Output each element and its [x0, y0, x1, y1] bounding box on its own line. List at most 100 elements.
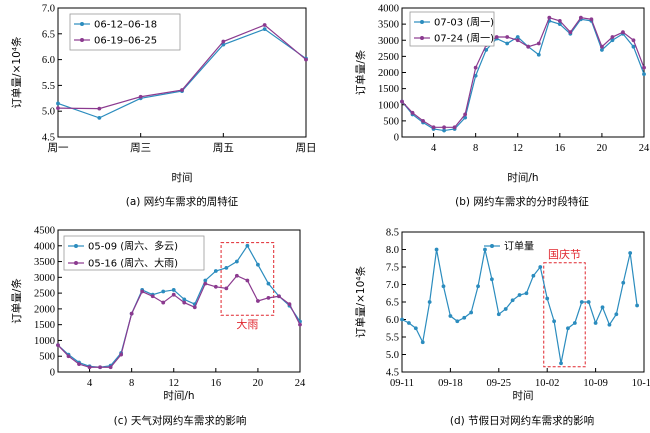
data-point — [108, 365, 113, 370]
plot-frame — [57, 7, 307, 138]
annotation-label: 国庆节 — [548, 247, 581, 261]
x-tick-label: 12 — [512, 143, 523, 154]
data-point — [586, 300, 591, 304]
data-point — [97, 106, 102, 111]
data-point — [304, 57, 308, 62]
data-point — [182, 297, 187, 302]
annotation-box — [220, 242, 275, 316]
data-point — [87, 365, 92, 370]
data-point — [119, 352, 124, 357]
x-tick-label: 24 — [639, 143, 650, 154]
y-tick-label: 4000 — [34, 241, 55, 252]
data-point — [476, 284, 480, 289]
y-tick-label: 5.0 — [42, 107, 55, 118]
data-point — [266, 295, 271, 300]
data-point — [413, 326, 418, 331]
legend-box — [63, 235, 205, 271]
data-point — [234, 273, 239, 278]
data-point — [610, 35, 615, 39]
x-tick-label: 10-15 — [632, 378, 650, 389]
data-point — [579, 300, 584, 304]
data-point — [642, 72, 646, 77]
chart-caption: (c) 天气对网约车需求的影响 — [114, 414, 247, 427]
y-tick-label: 6.5 — [386, 298, 399, 309]
data-point — [559, 361, 563, 366]
data-point — [203, 281, 208, 286]
data-point — [410, 110, 415, 115]
x-tick-label: 周日 — [296, 142, 317, 154]
data-point — [221, 42, 226, 47]
data-point — [572, 321, 577, 325]
y-tick-label: 3000 — [378, 36, 399, 47]
chart-caption: (b) 网约车需求的分时段特征 — [455, 195, 589, 208]
y-tick-label: 1500 — [34, 320, 55, 331]
annotation-box — [543, 262, 586, 368]
legend-swatch-marker — [420, 20, 424, 24]
y-tick-label: 4500 — [34, 226, 55, 237]
data-point — [434, 247, 439, 252]
x-tick-label: 12 — [168, 378, 179, 389]
data-point — [266, 281, 271, 286]
data-point — [517, 293, 522, 297]
legend-swatch-marker — [74, 261, 78, 265]
x-tick-label: 10-09 — [583, 378, 608, 389]
y-tick-label: 3500 — [34, 257, 55, 268]
x-tick-label: 20 — [253, 378, 264, 389]
data-point — [538, 265, 543, 269]
y-tick-label: 500 — [383, 116, 399, 127]
data-point — [129, 311, 134, 316]
data-point — [452, 125, 457, 130]
data-point — [287, 302, 292, 307]
annotation-label: 大雨 — [236, 317, 258, 331]
data-point — [463, 115, 468, 120]
data-point — [473, 73, 478, 78]
y-tick-label: 3000 — [34, 273, 55, 284]
data-point — [589, 17, 594, 22]
legend-box — [69, 13, 181, 51]
data-point — [610, 38, 615, 43]
data-point — [473, 65, 478, 70]
y-tick-label: 5.5 — [42, 81, 55, 92]
y-tick-label: 500 — [39, 352, 55, 363]
legend-swatch-marker — [80, 22, 84, 26]
data-point — [140, 289, 145, 294]
data-point — [600, 48, 604, 52]
data-point — [484, 48, 489, 52]
y-tick-label: 4000 — [378, 4, 399, 15]
data-point — [56, 343, 60, 348]
x-tick-label: 8 — [473, 143, 478, 154]
y-axis-label: 订单量/×10⁴条 — [354, 266, 367, 338]
data-point — [245, 243, 250, 248]
y-tick-label: 2000 — [34, 304, 55, 315]
data-point — [455, 319, 460, 324]
data-point — [224, 265, 229, 270]
chart-d: 4.5 5.0 5.5 6.0 6.5 7.0 7.5 8.0 8.5 09-11 09-18 09-… — [354, 228, 650, 428]
x-tick-label: 8 — [129, 378, 134, 389]
data-point — [171, 292, 176, 297]
y-tick-label: 6.0 — [42, 55, 55, 66]
chart-b: 0 500 1000 1500 2000 2500 3000 3500 4000 4 8 12 16 20… — [354, 4, 650, 209]
data-point — [262, 27, 267, 32]
data-point — [66, 354, 71, 359]
data-point — [545, 296, 550, 301]
x-tick-label: 09-18 — [438, 378, 463, 389]
x-tick-label: 09-25 — [487, 378, 512, 389]
y-axis-label: 订单量/条 — [354, 49, 367, 95]
y-tick-label: 4.5 — [386, 368, 399, 379]
y-tick-label: 4.5 — [42, 133, 55, 144]
x-tick-label: 16 — [555, 143, 566, 154]
data-point — [441, 284, 446, 289]
data-point — [631, 44, 636, 49]
data-point — [221, 39, 226, 44]
data-point — [614, 312, 619, 317]
data-point — [505, 35, 510, 39]
data-point — [628, 251, 633, 255]
x-axis-label: 时间 — [513, 389, 534, 402]
data-point — [213, 284, 218, 289]
chart-a: 4.5 5.0 5.5 6.0 6.5 7.0 周一 周三 周五 周日 06-12–06-18 06-… — [10, 4, 317, 209]
data-point — [557, 19, 562, 23]
data-point — [462, 315, 467, 320]
legend-label: 07-24 (周一) — [434, 33, 494, 45]
data-point — [631, 38, 636, 43]
data-point — [180, 88, 184, 92]
